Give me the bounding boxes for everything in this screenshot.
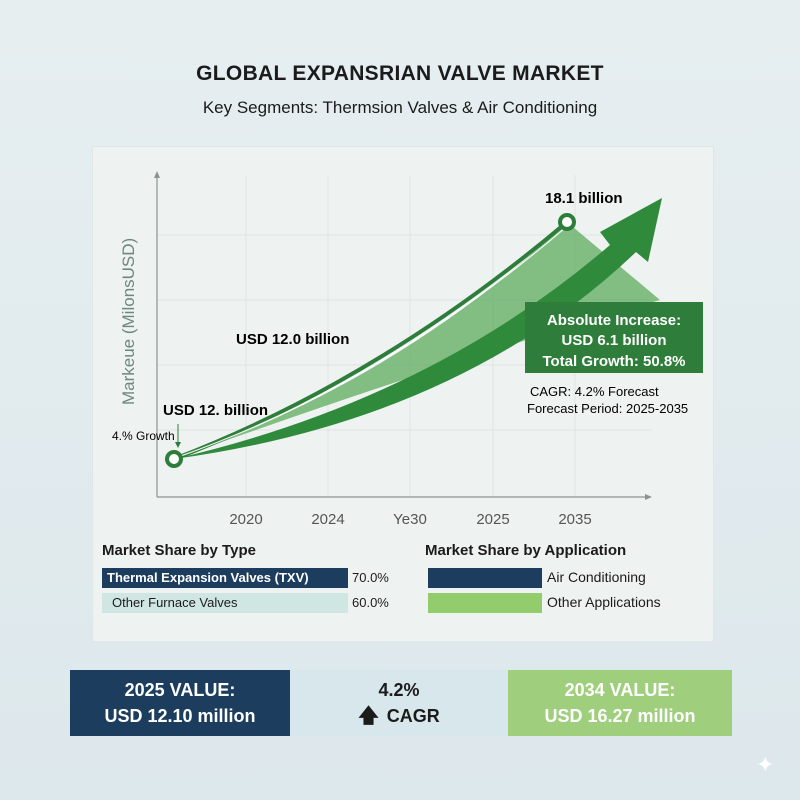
x-tick-labels: 2020 2024 Ye30 2025 2035 <box>229 511 591 528</box>
data-point-end <box>558 213 576 231</box>
x-axis-arrowhead <box>645 494 652 500</box>
increase-line-3: Total Growth: 50.8% <box>542 353 685 370</box>
arrow-up-icon: 🡅 <box>358 705 379 727</box>
type-bar-other: Other Furnace Valves <box>102 593 348 613</box>
x-tick-label: 2025 <box>476 511 509 528</box>
cagr-note: CAGR: 4.2% Forecast <box>530 384 659 399</box>
end-value-label: 18.1 billion <box>545 190 623 207</box>
start-value-label: USD 12. billion <box>163 402 268 419</box>
start-growth-label: 4.% Growth <box>112 429 175 443</box>
kpi-2034-title: 2034 VALUE: <box>564 680 676 700</box>
increase-line-1: Absolute Increase: <box>547 312 681 329</box>
sparkle-icon: ✦ <box>756 752 775 777</box>
page-title: GLOBAL EXPANSRIAN VALVE MARKET <box>196 62 604 85</box>
kpi-cagr-value: 4.2% <box>378 680 420 700</box>
kpi-2025-value: 2025 VALUE: USD 12.10 million <box>70 670 290 736</box>
share-by-application-title: Market Share by Application <box>425 542 627 559</box>
kpi-cagr: 4.2% 🡅 CAGR <box>290 670 508 736</box>
legend-label-air-conditioning: Air Conditioning <box>547 569 646 585</box>
increase-box <box>525 302 703 373</box>
data-point-start <box>165 450 183 468</box>
kpi-2034-amount: USD 16.27 million <box>544 706 696 726</box>
x-tick-label: 2035 <box>558 511 591 528</box>
page-subtitle: Key Segments: Thermsion Valves & Air Con… <box>202 98 598 117</box>
type-bar-txv: Thermal Expansion Valves (TXV) <box>102 568 348 588</box>
chart: Markeue (MilonsUSD) 2020 2024 Ye30 2025 … <box>112 171 703 528</box>
kpi-cagr-label: CAGR <box>386 706 440 726</box>
growth-area-light <box>174 222 660 459</box>
mid-value-label: USD 12.0 billion <box>236 331 349 348</box>
type-value-txv: 70.0% <box>352 570 389 585</box>
series-line <box>173 220 569 461</box>
y-axis-arrowhead <box>154 171 160 178</box>
kpi-2034-value: 2034 VALUE: USD 16.27 million <box>508 670 732 736</box>
legend-label-other-applications: Other Applications <box>547 594 661 610</box>
period-note: Forecast Period: 2025-2035 <box>527 401 688 416</box>
y-axis-label: Markeue (MilonsUSD) <box>119 238 138 405</box>
legend-swatch-air-conditioning <box>428 568 542 588</box>
type-value-other: 60.0% <box>352 595 389 610</box>
share-by-type-title: Market Share by Type <box>102 542 256 559</box>
x-tick-label: 2020 <box>229 511 262 528</box>
x-tick-label: Ye30 <box>393 511 427 528</box>
legend-swatch-other-applications <box>428 593 542 613</box>
increase-line-2: USD 6.1 billion <box>561 332 666 349</box>
kpi-2025-amount: USD 12.10 million <box>104 706 256 726</box>
kpi-2025-title: 2025 VALUE: <box>124 680 236 700</box>
x-tick-label: 2024 <box>311 511 344 528</box>
